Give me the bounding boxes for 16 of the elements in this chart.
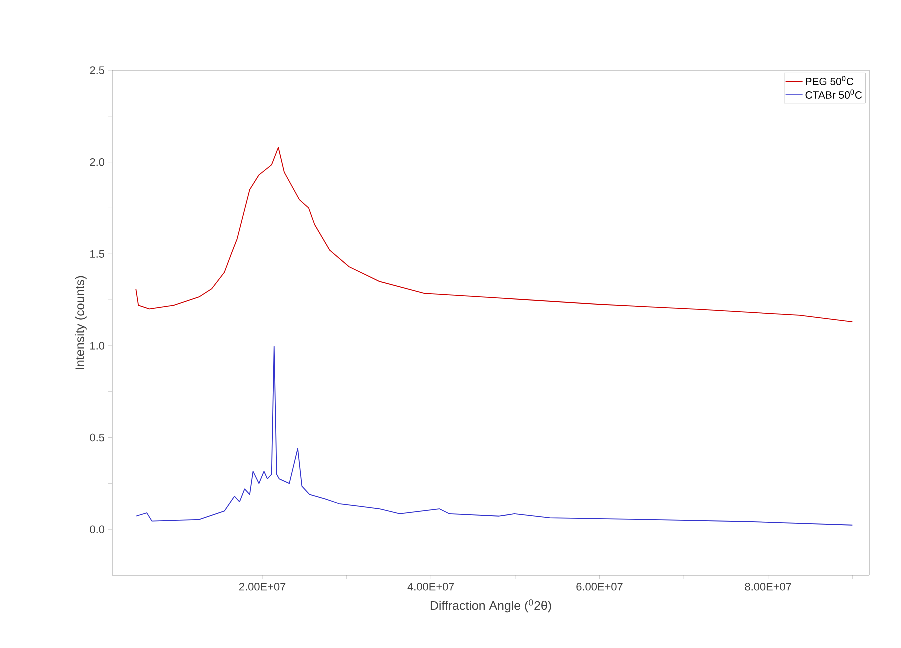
y-axis-title: Intensity (counts) [75,276,87,370]
x-tick-label: 2.00E+07 [239,583,286,591]
x-tick-label: 4.00E+07 [408,583,454,591]
y-tick-label: 1.5 [90,250,105,258]
y-tick-label: 0.0 [90,526,105,534]
y-tick-label: 1.0 [90,342,105,350]
y-tick-label: 2.5 [90,66,105,74]
legend-label: PEG 50$^{0}$C [806,76,854,86]
y-tick-label: 2.0 [90,158,105,166]
x-tick-label: 6.00E+07 [576,583,623,591]
x-tick-label: 8.00E+07 [745,583,792,591]
legend-label: CTABr 50$^{0}$C [806,90,862,99]
x-axis-title: Diffraction Angle ($^{0}$2θ) [430,600,552,613]
line-series [136,147,854,323]
line-series [136,346,854,526]
y-tick-label: 0.5 [90,434,105,442]
